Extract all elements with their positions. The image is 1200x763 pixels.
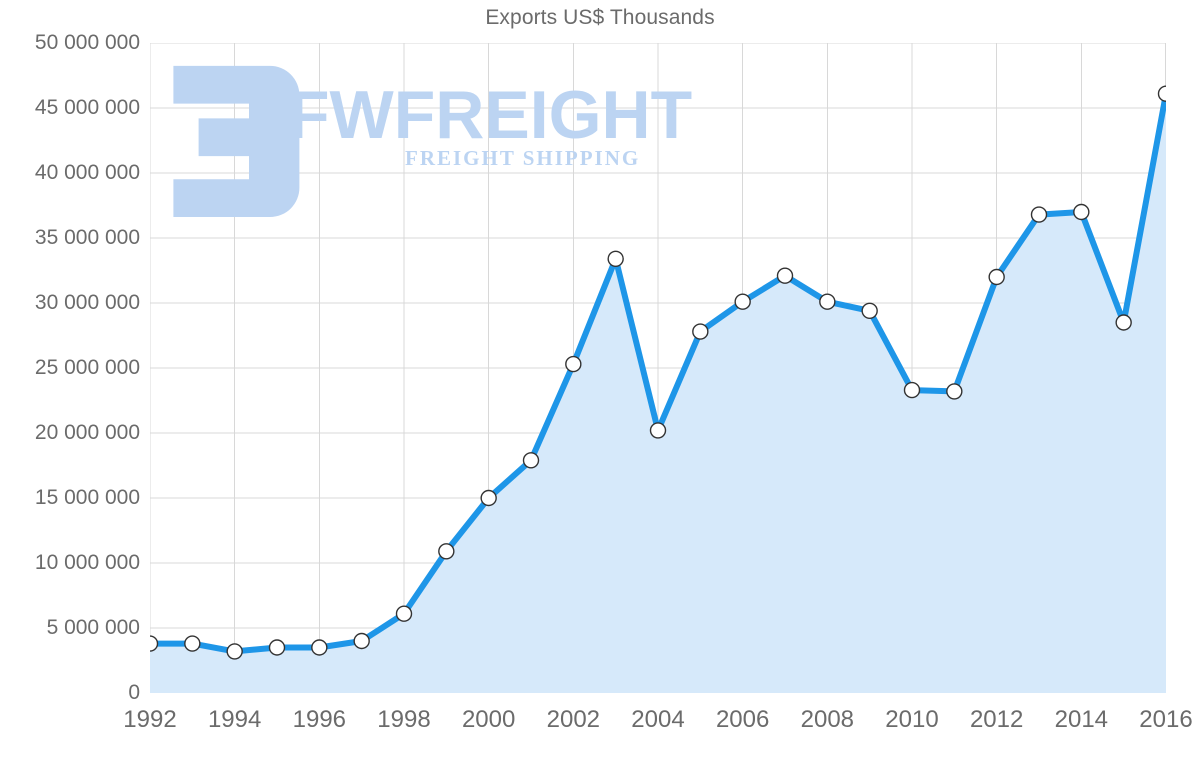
data-point[interactable]: 1998: 6100000	[395, 605, 413, 622]
y-axis-tick-label: 45 000 000	[34, 96, 140, 119]
x-axis-tick-label: 1994	[207, 706, 262, 733]
y-axis-tick-label: 20 000 000	[34, 421, 140, 444]
data-point[interactable]: 2005: 27800000	[692, 323, 709, 340]
data-point[interactable]: 2001: 17900000	[522, 452, 540, 469]
data-point[interactable]: 2014: 37000000	[1073, 203, 1090, 221]
x-axis-tick-label: 2006	[715, 706, 770, 733]
x-axis-tick-label: 2012	[969, 706, 1024, 733]
x-axis-tick-label: 2010	[885, 706, 939, 733]
data-point[interactable]: 2003: 33400000	[607, 250, 624, 268]
x-axis-tick-label: 1998	[377, 706, 431, 733]
data-point[interactable]: 1992: 3800000	[150, 635, 159, 652]
data-point[interactable]: 2012: 32000000	[988, 268, 1005, 286]
y-axis-tick-label: 30 000 000	[34, 291, 140, 314]
x-axis-tick-label: 2000	[461, 706, 516, 733]
data-point[interactable]: 2016: 46100000	[1157, 85, 1167, 102]
y-axis-tick-label: 35 000 000	[34, 226, 140, 249]
y-axis-tick-labels: 0 5 000 000 10 000 000 15 000 000 20 000 000…	[0, 0, 140, 763]
x-axis-tick-label: 2014	[1054, 706, 1109, 733]
y-axis-tick-label: 10 000 000	[34, 551, 140, 574]
data-point[interactable]: 2006: 30100000	[734, 293, 751, 310]
area-fill	[150, 93, 1166, 693]
data-point[interactable]: 1994: 3200000	[226, 643, 243, 660]
y-axis-tick-label: 5 000 000	[46, 616, 140, 639]
data-point[interactable]: 2009: 29400000	[861, 302, 878, 319]
y-axis-tick-label: 0	[128, 681, 140, 704]
chart-series: 1992: 3800000 1993: 3800000 1994: 3200000 1…	[150, 85, 1167, 693]
data-point[interactable]: 2011: 23200000	[946, 383, 963, 400]
chart-title: Exports US$ Thousands	[485, 6, 715, 29]
data-point[interactable]: 2008: 30100000	[819, 293, 836, 310]
x-axis-tick-label: 2016	[1139, 706, 1193, 733]
y-axis-tick-label: 40 000 000	[34, 161, 140, 184]
x-axis-tick-label: 2002	[546, 706, 601, 733]
x-axis-tick-label: 1996	[292, 706, 347, 733]
data-point[interactable]: 2002: 25300000	[565, 355, 582, 373]
x-axis-tick-label: 1992	[123, 706, 177, 733]
data-point[interactable]: 2010: 23300000	[903, 381, 921, 399]
y-axis-tick-label: 25 000 000	[34, 356, 140, 379]
data-point[interactable]: 2004: 20200000	[649, 422, 667, 439]
y-axis-tick-label: 15 000 000	[34, 486, 140, 509]
x-axis-tick-label: 2008	[800, 706, 855, 733]
data-point[interactable]: 1993: 3800000	[184, 635, 201, 652]
x-axis-tick-label: 2004	[631, 706, 685, 733]
y-axis-tick-label: 50 000 000	[34, 31, 140, 54]
data-point[interactable]: 2013: 36800000	[1030, 206, 1048, 223]
data-point[interactable]: 2007: 32100000	[776, 267, 794, 284]
data-point[interactable]: 2015: 28500000	[1115, 314, 1132, 331]
plot-area: FWFREIGHT FREIGHT SHIPPING 1992: 3800000…	[150, 43, 1166, 693]
data-point[interactable]: 1999: 10900000	[438, 543, 455, 560]
